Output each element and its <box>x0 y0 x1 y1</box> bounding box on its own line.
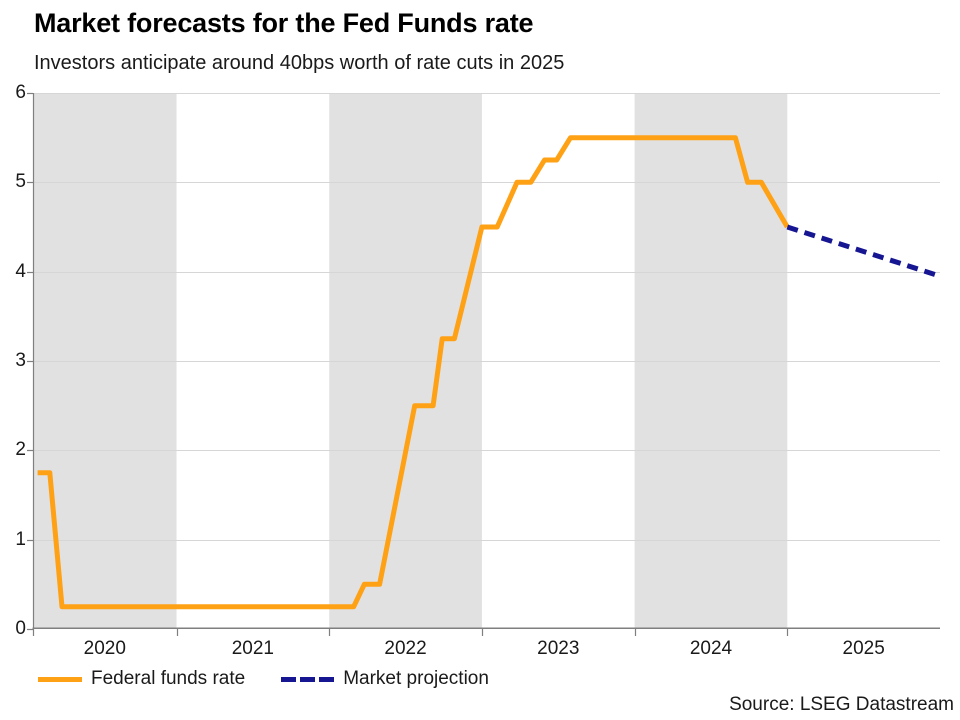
series-market-projection <box>786 224 941 279</box>
y-axis-label-3: 3 <box>15 350 26 371</box>
x-axis-label-2025: 2025 <box>842 638 885 659</box>
y-axis-label-5: 5 <box>15 171 26 193</box>
x-axis-label-2023: 2023 <box>537 638 580 659</box>
market-projection-line-swatch <box>281 676 335 682</box>
y-axis-label-1: 1 <box>15 528 26 550</box>
chart-legend: Federal funds rate Market projection <box>38 668 489 690</box>
x-axis-label-2024: 2024 <box>689 638 733 659</box>
x-axis-label-2022: 2022 <box>384 638 427 659</box>
source-credit: Source: LSEG Datastream <box>729 694 954 715</box>
legend-label: Market projection <box>343 668 489 689</box>
legend-label: Federal funds rate <box>91 668 246 689</box>
chart-title: Market forecasts for the Fed Funds rate <box>34 8 534 38</box>
y-axis-label-0: 0 <box>15 618 26 639</box>
chart-subtitle: Investors anticipate around 40bps worth … <box>34 52 565 74</box>
series-federal-funds-rate <box>37 135 790 610</box>
x-axis-label-2021: 2021 <box>231 638 275 659</box>
legend-item-market-projection: Market projection <box>281 668 489 690</box>
plot-area <box>27 92 941 636</box>
y-axis-label-6: 6 <box>15 82 26 103</box>
fed-funds-line-swatch <box>38 676 82 682</box>
legend-item-federal-funds-rate: Federal funds rate <box>38 668 245 690</box>
y-axis-label-4: 4 <box>15 260 26 282</box>
x-axis-label-2020: 2020 <box>83 638 126 659</box>
y-axis-label-2: 2 <box>15 439 26 461</box>
